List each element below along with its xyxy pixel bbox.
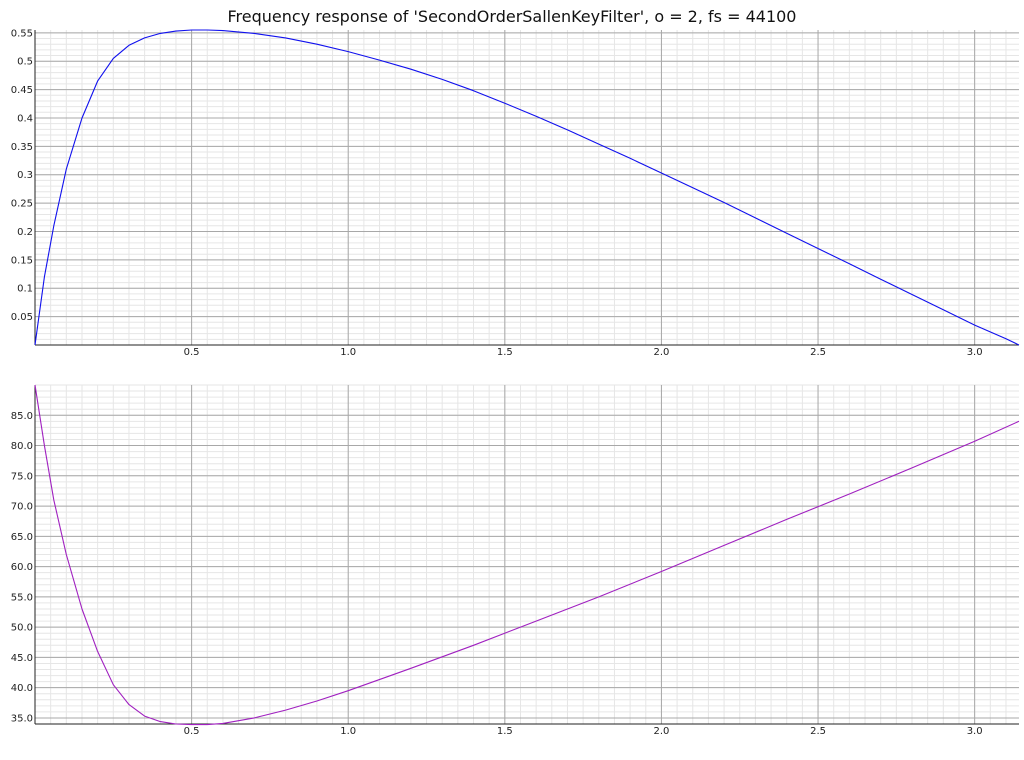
magnitude-series-line [34,29,1020,346]
magnitude-x-tick-label: 1.5 [497,347,513,358]
magnitude-y-tick-label: 0.35 [11,142,33,153]
phase-x-tick-label: 2.5 [810,726,826,737]
phase-y-tick-label: 60.0 [11,562,33,573]
magnitude-x-tick-label: 3.0 [967,347,983,358]
magnitude-y-tick-label: 0.3 [17,170,33,181]
phase-y-tick-label: 40.0 [11,683,33,694]
phase-x-tick-label: 0.5 [184,726,200,737]
magnitude-y-tick-label: 0.05 [11,312,33,323]
magnitude-y-tick-label: 0.1 [17,284,33,295]
magnitude-y-tick-label: 0.45 [11,85,33,96]
phase-y-tick-label: 80.0 [11,441,33,452]
magnitude-y-tick-label: 0.25 [11,199,33,210]
phase-y-tick-label: 50.0 [11,623,33,634]
phase-y-tick-label: 45.0 [11,653,33,664]
phase-x-tick-label: 3.0 [967,726,983,737]
magnitude-y-tick-label: 0.55 [11,28,33,39]
phase-y-tick-label: 55.0 [11,592,33,603]
phase-panel: 0.5 1.0 1.5 2.0 2.5 3.0 35.0 40.0 45.0 50.0 55.0 60… [11,384,1020,737]
phase-x-tick-label: 1.0 [340,726,356,737]
magnitude-x-tick-label: 1.0 [340,347,356,358]
phase-y-tick-label: 35.0 [11,713,33,724]
phase-series-line [34,384,1020,726]
phase-y-tick-label: 85.0 [11,411,33,422]
magnitude-y-tick-label: 0.2 [17,227,33,238]
magnitude-x-tick-label: 2.0 [653,347,669,358]
phase-y-tick-label: 65.0 [11,532,33,543]
magnitude-y-tick-label: 0.4 [17,113,33,124]
phase-y-tick-label: 75.0 [11,471,33,482]
chart-title: Frequency response of 'SecondOrderSallen… [227,7,797,26]
phase-x-tick-label: 1.5 [497,726,513,737]
magnitude-panel: 0.5 1.0 1.5 2.0 2.5 3.0 0.05 0.1 0.15 0.2 0.25 0.3 0… [11,28,1020,358]
magnitude-x-tick-label: 2.5 [810,347,826,358]
magnitude-y-tick-label: 0.15 [11,255,33,266]
phase-y-tick-label: 70.0 [11,502,33,513]
phase-x-tick-label: 2.0 [653,726,669,737]
magnitude-y-tick-label: 0.5 [17,57,33,68]
magnitude-x-tick-label: 0.5 [184,347,200,358]
